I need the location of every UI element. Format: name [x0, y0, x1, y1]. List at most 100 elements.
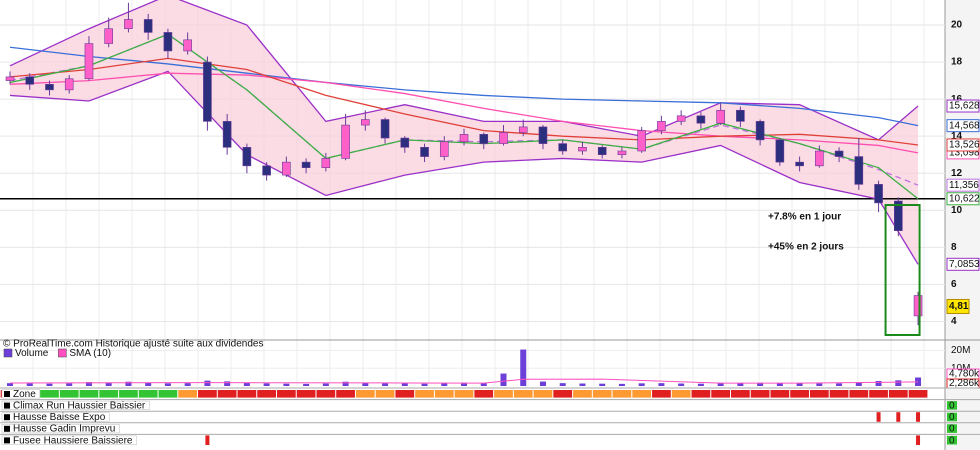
candle-body	[893, 200, 903, 231]
zone-cell	[198, 390, 217, 398]
legend-swatch	[3, 348, 13, 358]
row-label: Zone	[13, 389, 36, 400]
zone-cell	[809, 390, 829, 398]
candle-body	[439, 141, 449, 157]
y-tick-label: 14	[951, 131, 963, 142]
zone-cell	[632, 390, 652, 398]
volume-last-label: 4,780k	[949, 369, 980, 380]
row-last-label: 0	[949, 424, 955, 435]
candle-body	[815, 150, 824, 167]
zone-cell	[375, 390, 395, 398]
volume-bar	[599, 383, 606, 386]
volume-tick-label: 10M	[951, 363, 970, 374]
volume-bar	[401, 383, 408, 386]
volume-bar	[441, 383, 448, 386]
zone-cell	[296, 390, 316, 398]
candle-body	[183, 39, 192, 52]
volume-bar	[480, 383, 487, 386]
volume-bar	[66, 383, 73, 386]
row-icon	[4, 425, 10, 432]
y-tick-label: 8	[951, 242, 957, 253]
volume-bar	[816, 383, 823, 386]
volume-bar	[855, 382, 862, 386]
signal-bar	[896, 412, 901, 422]
zone-cell	[119, 390, 138, 398]
candle-body	[913, 295, 923, 317]
candle-body	[361, 119, 370, 126]
volume-bar	[638, 383, 645, 386]
indicator-line	[9, 0, 919, 141]
zone-cell	[869, 390, 888, 398]
volume-bar	[322, 383, 329, 386]
volume-bar	[836, 383, 843, 386]
zone-cell	[731, 390, 750, 398]
candle-body	[518, 126, 528, 133]
annotation: +7.8% en 1 jour	[768, 212, 841, 223]
row-last-label: 0	[949, 401, 955, 412]
volume-bar	[7, 383, 13, 386]
candle-body	[834, 150, 844, 157]
candle-body	[301, 161, 311, 168]
zone-cell	[573, 390, 592, 398]
zone-cell	[790, 390, 809, 398]
volume-bar	[697, 383, 704, 386]
volume-bar	[461, 382, 468, 386]
volume-bar	[204, 380, 211, 386]
volume-bar	[224, 381, 231, 386]
volume-bar	[85, 382, 92, 386]
zone-cell	[829, 390, 849, 398]
candle-body	[400, 137, 410, 148]
row-last-box	[947, 424, 957, 433]
last-value-label: 13,098	[949, 148, 980, 159]
candle-body	[617, 150, 627, 156]
indicator-line	[9, 46, 919, 127]
zone-cell	[553, 390, 573, 398]
candle-body	[775, 139, 785, 163]
zone-cell	[79, 390, 99, 398]
candle-body	[5, 76, 15, 81]
zone-cell	[395, 390, 415, 398]
candle-body	[84, 43, 94, 80]
volume-bar	[717, 383, 724, 386]
price-label: 4,81	[949, 301, 969, 312]
candle-body	[736, 109, 745, 122]
zone-cell	[671, 390, 691, 398]
signal-bar	[916, 435, 921, 445]
volume-sma	[9, 378, 919, 384]
volume-bar	[105, 382, 112, 386]
last-value-label: 11,356	[949, 180, 979, 191]
row-label-bg	[1, 435, 137, 445]
zone-cell	[711, 390, 731, 398]
row-label: Fusee Haussiere Baissiere	[13, 435, 133, 446]
row-last-label: 0	[949, 412, 955, 423]
candle-body	[558, 143, 568, 152]
candle-body	[262, 165, 271, 176]
candle-body	[242, 147, 252, 167]
volume-bar	[579, 383, 586, 386]
volume-bar	[243, 382, 250, 386]
candle-body	[380, 119, 390, 139]
volume-bar	[875, 381, 882, 386]
zone-cell	[138, 390, 158, 398]
y-tick-label: 16	[951, 94, 963, 105]
volume-tick-label: 20M	[951, 345, 970, 356]
row-last-box	[947, 435, 957, 445]
candle-body	[104, 28, 113, 44]
volume-bar	[26, 383, 33, 386]
candle-body	[874, 184, 883, 204]
zone-cell	[434, 390, 454, 398]
volume-bar	[658, 383, 665, 386]
y-tick-label: 18	[951, 57, 963, 68]
row-icon	[4, 391, 10, 397]
y-tick-label: 6	[951, 279, 957, 290]
volume-bar	[46, 383, 53, 386]
zone-cell	[652, 390, 671, 398]
last-value-label: 15,628	[949, 101, 980, 112]
last-value-label: 7,0853	[949, 259, 980, 270]
volume-bar	[303, 383, 310, 386]
row-last-box	[947, 412, 957, 422]
candle-body	[597, 147, 607, 156]
candle-body	[755, 121, 765, 141]
candle-body	[479, 134, 489, 144]
zone-cell	[908, 390, 928, 398]
